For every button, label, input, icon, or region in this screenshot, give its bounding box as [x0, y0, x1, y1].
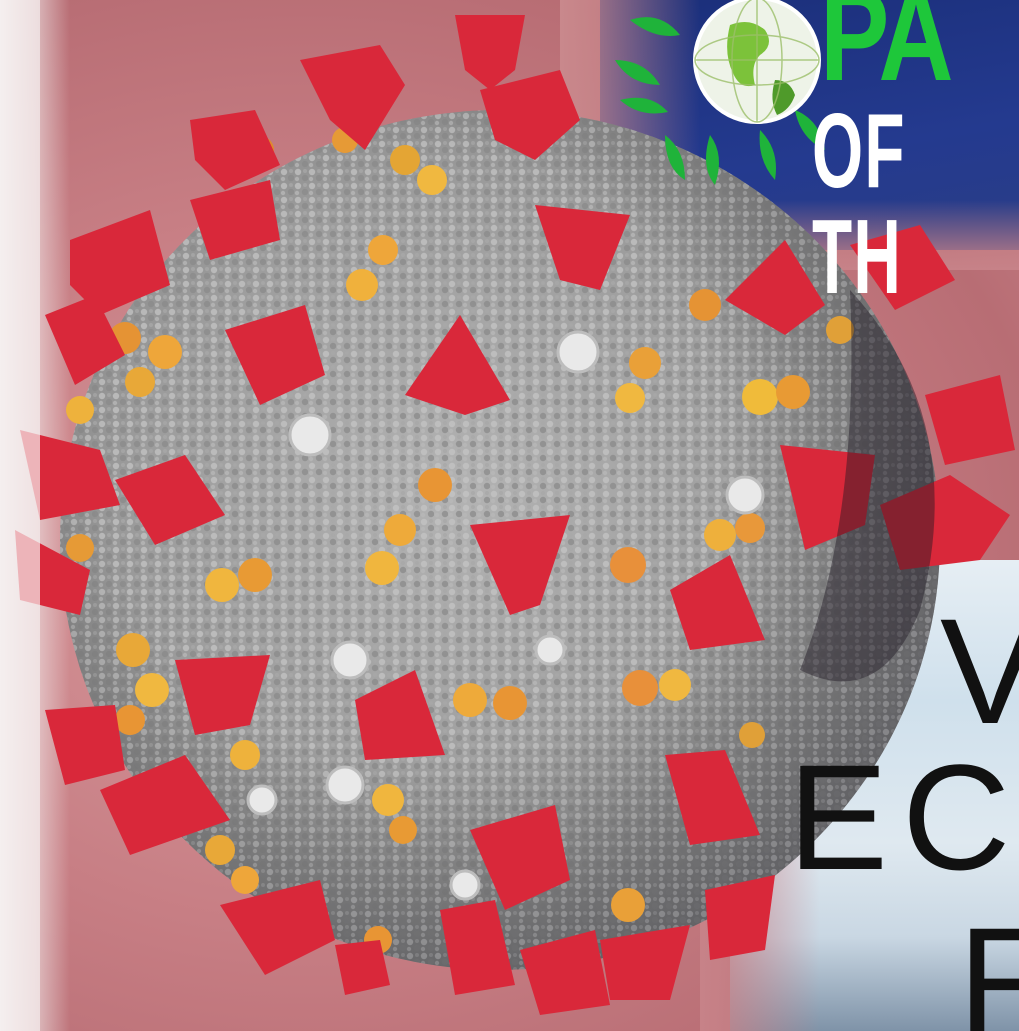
brand-subtitle: OF TH — [812, 92, 906, 316]
globe-icon — [615, 0, 825, 185]
virus-shadow — [800, 290, 935, 682]
headline-line-1: V — [940, 587, 1019, 755]
left-haze — [0, 0, 40, 1031]
brand-title: PA — [820, 0, 954, 108]
spike-proteins — [15, 15, 1015, 1015]
protein-white — [246, 330, 765, 901]
headline-line-2: ECO — [788, 733, 1019, 901]
headline-line-3: F — [958, 896, 1019, 1031]
